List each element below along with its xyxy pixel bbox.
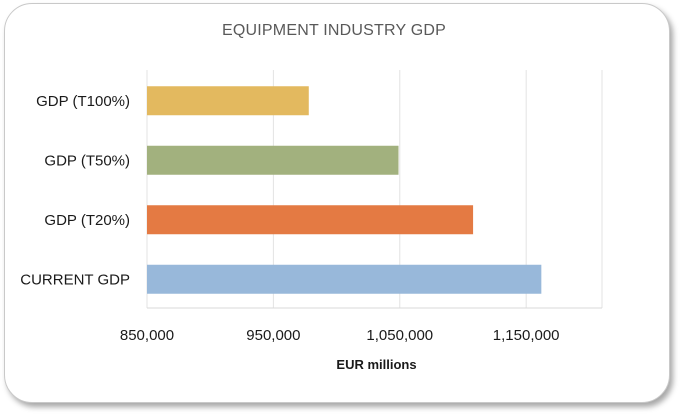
x-tick-label: 950,000 <box>246 327 300 344</box>
category-label: GDP (T20%) <box>44 212 130 229</box>
bar <box>147 145 399 175</box>
x-axis-title: EUR millions <box>336 357 416 372</box>
x-tick-label: 1,050,000 <box>366 327 433 344</box>
bar <box>147 86 309 116</box>
x-tick-label: 850,000 <box>120 327 174 344</box>
x-tick-labels: 850,000 950,000 1,050,000 1,150,000 <box>120 327 560 344</box>
x-tick-label: 1,150,000 <box>493 327 560 344</box>
bars <box>147 86 542 294</box>
category-label: GDP (T50%) <box>44 152 130 169</box>
chart-title: EQUIPMENT INDUSTRY GDP <box>222 22 446 39</box>
category-label: GDP (T100%) <box>36 93 130 110</box>
chart-card <box>4 3 670 403</box>
category-label: CURRENT GDP <box>20 271 130 288</box>
bar <box>147 264 542 294</box>
bar <box>147 205 474 235</box>
category-labels: GDP (T100%) GDP (T50%) GDP (T20%) CURRENT G… <box>20 93 130 289</box>
